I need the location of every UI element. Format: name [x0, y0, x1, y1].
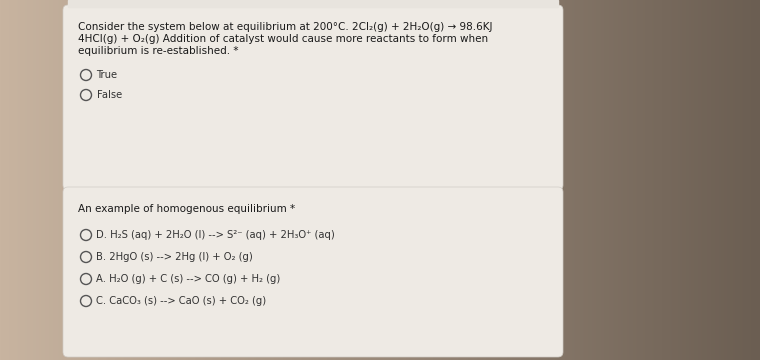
Text: C. CaCO₃ (s) --> CaO (s) + CO₂ (g): C. CaCO₃ (s) --> CaO (s) + CO₂ (g)	[97, 296, 267, 306]
Text: 4HCl(g) + O₂(g) Addition of catalyst would cause more reactants to form when: 4HCl(g) + O₂(g) Addition of catalyst wou…	[78, 34, 488, 44]
FancyBboxPatch shape	[63, 187, 563, 357]
Text: An example of homogenous equilibrium *: An example of homogenous equilibrium *	[78, 204, 295, 214]
Text: D. H₂S (aq) + 2H₂O (l) --> S²⁻ (aq) + 2H₃O⁺ (aq): D. H₂S (aq) + 2H₂O (l) --> S²⁻ (aq) + 2H…	[97, 230, 335, 240]
Text: B. 2HgO (s) --> 2Hg (l) + O₂ (g): B. 2HgO (s) --> 2Hg (l) + O₂ (g)	[97, 252, 253, 262]
Bar	[68, 0, 558, 7]
Text: Consider the system below at equilibrium at 200°C. 2Cl₂(g) + 2H₂O(g) → 98.6KJ: Consider the system below at equilibrium…	[78, 22, 492, 32]
Text: A. H₂O (g) + C (s) --> CO (g) + H₂ (g): A. H₂O (g) + C (s) --> CO (g) + H₂ (g)	[97, 274, 280, 284]
Text: True: True	[97, 70, 118, 80]
Text: False: False	[97, 90, 122, 100]
Text: equilibrium is re-established. *: equilibrium is re-established. *	[78, 46, 239, 56]
FancyBboxPatch shape	[63, 5, 563, 190]
